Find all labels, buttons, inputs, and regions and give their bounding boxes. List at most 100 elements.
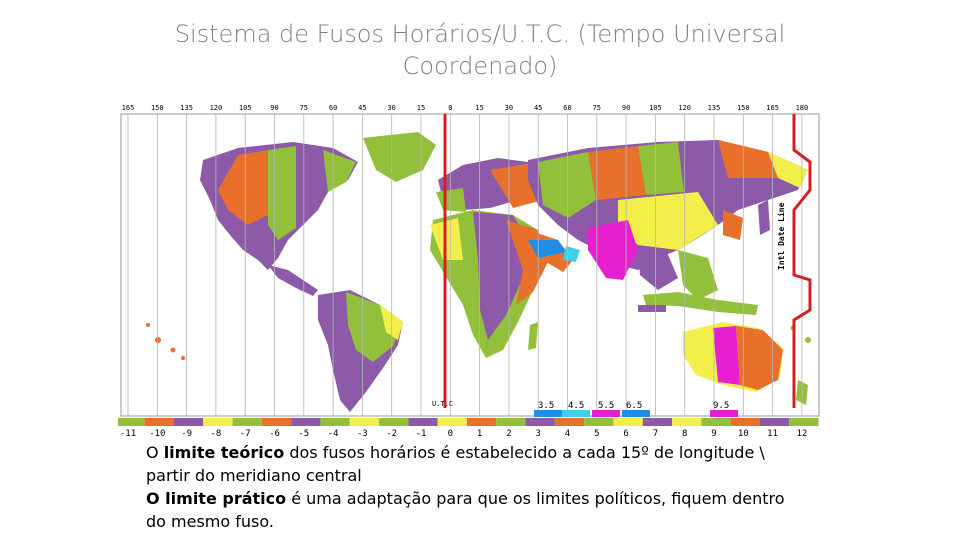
zone-color-swatch — [261, 418, 292, 426]
longitude-label: 165 — [766, 104, 779, 112]
zone-color-swatch — [672, 418, 702, 426]
half-hour-label: 5.5 — [598, 401, 614, 411]
utc-offset-label: 6 — [623, 429, 628, 439]
top-longitude-labels: 165 150 135 120 105 90 75 60 45 30 15 0 15 30 45 60 75 90… — [122, 104, 809, 112]
zone-color-swatch — [466, 418, 497, 426]
longitude-label: 90 — [270, 104, 278, 112]
caption-paragraph-1-line-2: partir do meridiano central — [146, 466, 362, 485]
intl-date-line — [792, 114, 812, 408]
longitude-label: 15 — [417, 104, 425, 112]
utc-offset-label: -3 — [357, 429, 368, 439]
caption: O limite teórico dos fusos horários é es… — [146, 441, 806, 533]
zone-color-swatch — [408, 418, 438, 426]
caption-text: O — [146, 443, 164, 462]
world-time-zone-map: 165 150 135 120 105 90 75 60 45 30 15 0 15 30 45 60 75 90… — [115, 100, 822, 440]
longitude-label: 120 — [678, 104, 691, 112]
caption-paragraph-2: O limite prático é uma adaptação para qu… — [146, 487, 806, 510]
half-hour-label: 3.5 — [538, 401, 554, 411]
longitude-label: 105 — [649, 104, 662, 112]
slide-title: Sistema de Fusos Horários/U.T.C. (Tempo … — [120, 18, 840, 82]
zone-color-swatch — [759, 418, 790, 426]
utc-offset-label: -1 — [416, 429, 427, 439]
caption-paragraph-2-line-2: do mesmo fuso. — [146, 512, 274, 531]
zone-color-swatch — [789, 418, 819, 426]
half-hour-label: 4.5 — [568, 401, 584, 411]
utc-offset-label: -4 — [328, 429, 339, 439]
caption-text: dos fusos horários é estabelecido a cada… — [284, 443, 765, 462]
longitude-label: 0 — [448, 104, 452, 112]
map-frame — [120, 113, 820, 417]
zone-color-swatch — [144, 418, 174, 426]
half-hour-label: 6.5 — [626, 401, 642, 411]
utc-label: U.T.C — [432, 400, 453, 408]
longitude-label: 150 — [737, 104, 750, 112]
utc-offset-label: 1 — [477, 429, 482, 439]
utc-offset-label: -7 — [240, 429, 251, 439]
longitude-label: 75 — [300, 104, 308, 112]
longitude-label: 60 — [329, 104, 337, 112]
utc-offset-label: 10 — [738, 429, 749, 439]
utc-offset-label: 3 — [535, 429, 540, 439]
longitude-label: 75 — [593, 104, 601, 112]
longitude-label: 30 — [387, 104, 395, 112]
zone-color-swatch — [525, 418, 555, 426]
longitude-label: 180 — [796, 104, 809, 112]
longitude-label: 150 — [151, 104, 164, 112]
utc-offset-label: 11 — [767, 429, 778, 439]
zone-color-swatch — [437, 418, 467, 426]
utc-offset-label: -10 — [149, 429, 165, 439]
caption-bold: limite teórico — [163, 443, 285, 462]
zone-color-swatch — [232, 418, 262, 426]
zone-color-swatch — [349, 418, 380, 426]
utc-offset-label: 0 — [448, 429, 453, 439]
zone-color-swatch — [320, 418, 350, 426]
half-hour-zones: 3.5 4.5 5.5 6.5 9.5 — [534, 401, 738, 417]
utc-offset-label: -6 — [269, 429, 280, 439]
zone-color-swatch — [203, 418, 233, 426]
utc-offset-label: -5 — [298, 429, 309, 439]
utc-offset-label: 7 — [653, 429, 658, 439]
zone-color-swatch — [379, 418, 409, 426]
longitude-label: 165 — [122, 104, 135, 112]
longitude-label: 105 — [239, 104, 252, 112]
title-line-2: Coordenado) — [402, 52, 558, 80]
utc-offset-label: -11 — [120, 429, 136, 439]
longitude-label: 45 — [534, 104, 542, 112]
continent-shapes — [146, 132, 811, 412]
time-zone-map-svg: 165 150 135 120 105 90 75 60 45 30 15 0 15 30 45 60 75 90… — [115, 100, 822, 440]
utc-offset-label: 12 — [796, 429, 807, 439]
zone-color-swatch — [730, 418, 760, 426]
caption-text: é uma adaptação para que os limites polí… — [286, 489, 785, 508]
zone-color-swatch — [115, 418, 145, 426]
zone-color-swatch — [173, 418, 204, 426]
longitude-label: 120 — [210, 104, 223, 112]
longitude-label: 90 — [622, 104, 630, 112]
caption-paragraph-1: O limite teórico dos fusos horários é es… — [146, 441, 806, 464]
zone-color-swatch — [584, 418, 614, 426]
longitude-label: 135 — [708, 104, 721, 112]
zone-color-swatch — [613, 418, 643, 426]
utc-offset-label: -9 — [181, 429, 192, 439]
title-line-1: Sistema de Fusos Horários/U.T.C. (Tempo … — [174, 20, 786, 48]
bottom-offset-labels: -11 -10 -9 -8 -7 -6 -5 -4 -3 -2 -1 0 1 2 3 4 5 6 7 8 9 10 11 12 — [120, 429, 807, 439]
zone-color-swatch — [701, 418, 731, 426]
longitude-label: 60 — [563, 104, 571, 112]
utc-offset-label: 8 — [682, 429, 687, 439]
utc-offset-label: -2 — [386, 429, 397, 439]
longitude-label: 45 — [358, 104, 366, 112]
half-hour-label: 9.5 — [713, 401, 729, 411]
zone-color-strip — [115, 418, 819, 426]
zone-color-swatch — [642, 418, 673, 426]
meridian-grid — [127, 114, 803, 416]
utc-offset-label: 4 — [565, 429, 570, 439]
longitude-label: 30 — [505, 104, 513, 112]
utc-offset-label: 5 — [594, 429, 599, 439]
utc-offset-label: 2 — [506, 429, 511, 439]
caption-bold: O limite prático — [146, 489, 287, 508]
longitude-label: 135 — [180, 104, 193, 112]
utc-offset-label: 9 — [711, 429, 716, 439]
zone-color-swatch — [496, 418, 526, 426]
zone-color-swatch — [554, 418, 585, 426]
utc-offset-label: -8 — [210, 429, 221, 439]
zone-color-swatch — [291, 418, 321, 426]
